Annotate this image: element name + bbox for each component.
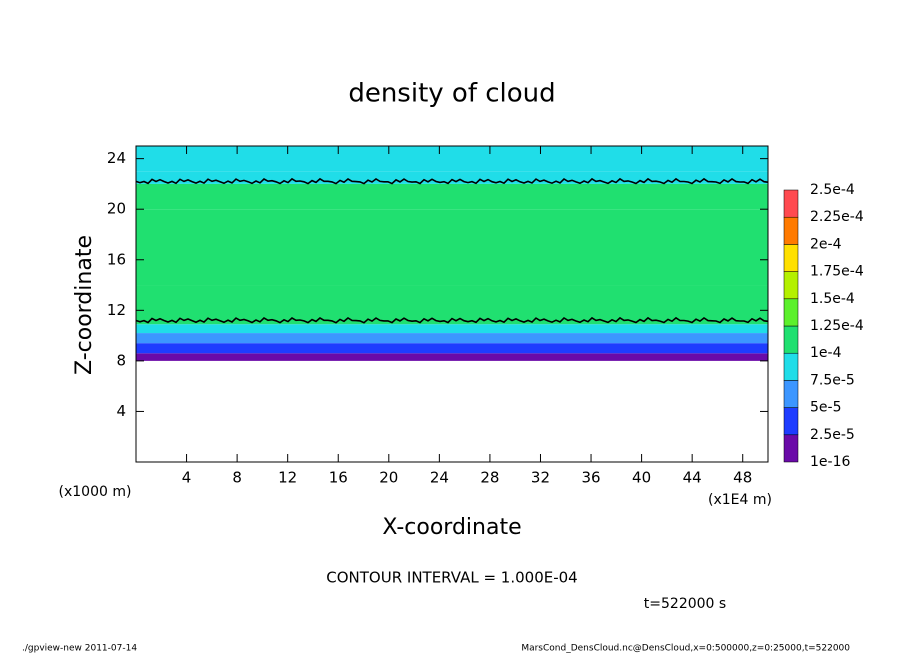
colorbar-box: [783, 271, 799, 300]
y-unit: (x1000 m): [59, 484, 132, 500]
y-tick-label: 24: [107, 149, 126, 167]
colorbar-label: 1e-16: [810, 454, 850, 470]
colorbar-box: [783, 352, 799, 381]
heatmap-cell: [136, 333, 768, 344]
x-tick-label: 28: [480, 469, 499, 487]
colorbar-label: 2.5e-5: [810, 427, 855, 443]
colorbar-box: [783, 298, 799, 327]
plot-frame: [135, 145, 769, 463]
footer-right: MarsCond_DensCloud.nc@DensCloud,x=0:5000…: [521, 644, 850, 654]
colorbar-box: [783, 189, 799, 218]
colorbar-label: 2.5e-4: [810, 182, 855, 198]
x-tick-label: 4: [182, 469, 192, 487]
heatmap-cell: [136, 353, 768, 361]
y-tick-label: 20: [107, 200, 126, 218]
colorbar-label: 2.25e-4: [810, 209, 864, 225]
y-tick-label: 4: [116, 402, 126, 420]
footer-left: ./gpview-new 2011-07-14: [22, 644, 137, 654]
colorbar-label: 1e-4: [810, 345, 842, 361]
heatmap-cell: [136, 343, 768, 354]
colorbar-box: [783, 380, 799, 408]
x-tick-label: 48: [733, 469, 752, 487]
y-tick-label: 8: [116, 351, 126, 369]
time-label: t=522000 s: [644, 596, 726, 612]
x-tick-label: 8: [232, 469, 242, 487]
x-tick-label: 32: [531, 469, 550, 487]
colorbar-label: 1.25e-4: [810, 318, 864, 334]
x-tick-label: 44: [683, 469, 702, 487]
colorbar-box: [783, 434, 799, 463]
colorbar-label: 2e-4: [810, 236, 842, 252]
colorbar-label: 7.5e-5: [810, 372, 855, 388]
x-tick-label: 12: [278, 469, 297, 487]
heatmap-cell: [136, 183, 768, 210]
x-unit: (x1E4 m): [708, 492, 772, 508]
x-axis-label: X-coordinate: [382, 515, 521, 540]
chart-title: density of cloud: [348, 79, 555, 109]
heatmap-cell: [136, 324, 768, 334]
colorbar-label: 5e-5: [810, 400, 841, 416]
colorbar-label: 1.75e-4: [810, 264, 864, 280]
heatmap-cell: [136, 146, 768, 172]
colorbar-box: [783, 216, 799, 245]
y-tick-label: 12: [107, 301, 126, 319]
x-tick-label: 16: [329, 469, 348, 487]
annotation: CONTOUR INTERVAL = 1.000E-04: [326, 569, 577, 587]
colorbar-box: [783, 244, 799, 272]
x-tick-label: 40: [632, 469, 651, 487]
contour-line: [135, 316, 769, 324]
contour-line: [135, 177, 769, 185]
heatmap-cell: [136, 209, 768, 286]
x-tick-label: 20: [379, 469, 398, 487]
colorbar-box: [783, 407, 799, 436]
y-axis-label: Z-coordinate: [72, 235, 97, 375]
colorbar-label: 1.5e-4: [810, 291, 855, 307]
x-tick-label: 36: [581, 469, 600, 487]
heatmap-cell: [136, 285, 768, 325]
y-tick-label: 16: [107, 250, 126, 268]
x-tick-label: 24: [430, 469, 449, 487]
colorbar-box: [783, 325, 799, 354]
